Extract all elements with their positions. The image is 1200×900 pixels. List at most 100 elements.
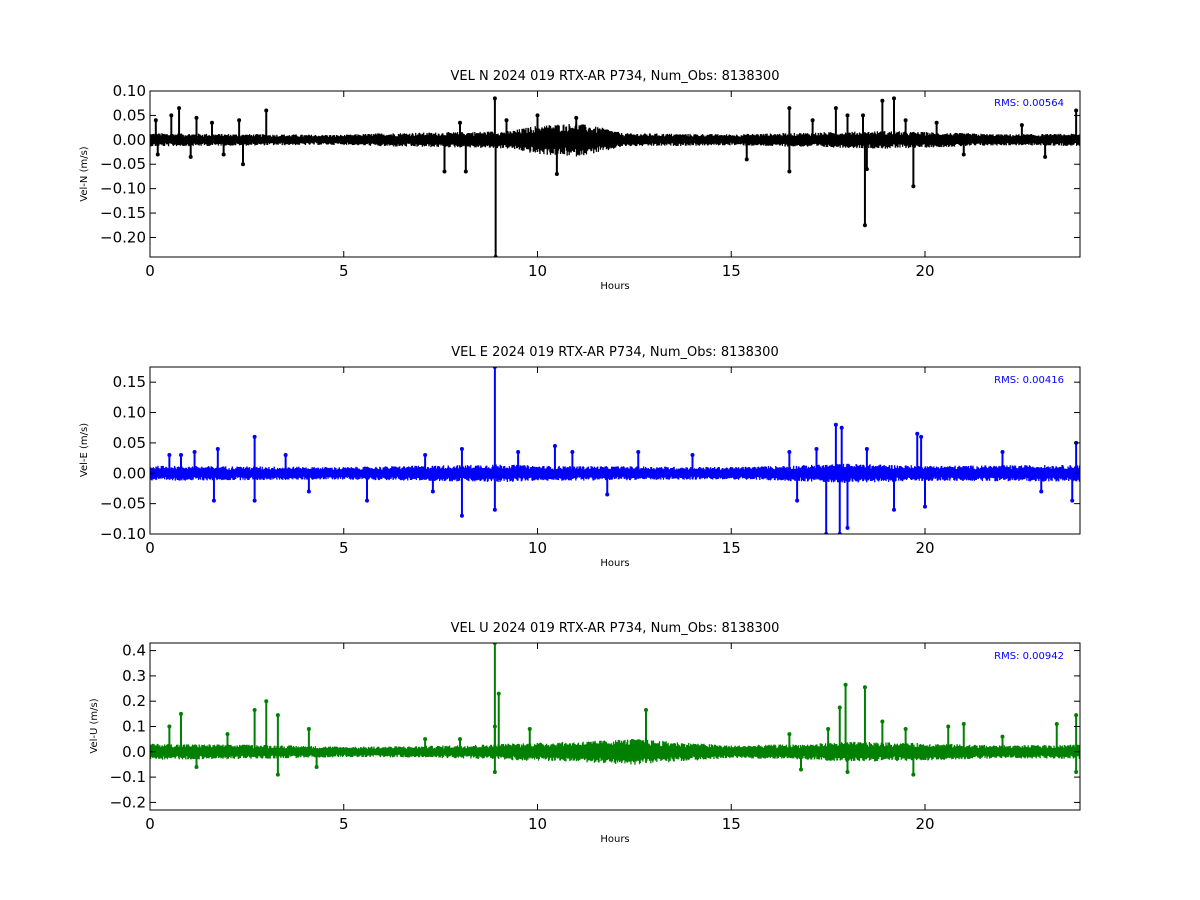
series-spike-point bbox=[169, 113, 174, 118]
series-spike-point bbox=[535, 113, 540, 118]
rms-label: RMS: 0.00942 bbox=[994, 651, 1064, 662]
series-spike-point bbox=[911, 184, 916, 189]
series-spike-point bbox=[177, 106, 182, 111]
vel-u-panel: VEL U 2024 019 RTX-AR P734, Num_Obs: 813… bbox=[89, 621, 1081, 845]
series-spike-point bbox=[1043, 154, 1048, 159]
y-tick-label: 0.1 bbox=[122, 718, 146, 736]
series-spike-point bbox=[275, 772, 280, 777]
series-spike-point bbox=[799, 767, 803, 772]
y-axis-label: Vel-E (m/s) bbox=[79, 423, 90, 477]
series-spike-point bbox=[833, 422, 838, 427]
series-spike-point bbox=[492, 507, 497, 512]
series-spike-point bbox=[463, 169, 468, 174]
y-tick-label: −0.1 bbox=[110, 768, 146, 786]
y-tick-label: −0.10 bbox=[100, 525, 146, 543]
series-spike-point bbox=[845, 113, 850, 118]
x-axis-label: Hours bbox=[600, 281, 629, 292]
y-tick-label: 0.10 bbox=[113, 404, 146, 422]
plot-area bbox=[150, 367, 1080, 534]
tick-layer: 0 5 10 15 20 0.4 0.3 0.2 0.1 0.0 −0.1 −0.2 bbox=[110, 642, 1080, 833]
series-spike-point bbox=[892, 507, 896, 512]
y-tick-label: 0.05 bbox=[113, 434, 146, 452]
series-spike-point bbox=[252, 708, 257, 713]
series-spike-point bbox=[225, 732, 230, 737]
series-spike-point bbox=[795, 498, 800, 503]
series-spike-point bbox=[923, 504, 927, 509]
x-tick-label: 10 bbox=[528, 539, 547, 557]
series-spike-point bbox=[826, 727, 831, 732]
x-tick-label: 10 bbox=[528, 262, 547, 280]
series-spike-point bbox=[492, 770, 497, 775]
series-spike-point bbox=[862, 685, 867, 690]
series-spike-point bbox=[1000, 450, 1005, 455]
x-tick-label: 0 bbox=[145, 539, 155, 557]
series-noise-band bbox=[150, 739, 1080, 765]
series-spike-point bbox=[516, 450, 521, 455]
series-spike-point bbox=[843, 682, 848, 687]
series-spike-point bbox=[1074, 713, 1079, 718]
x-tick-label: 20 bbox=[915, 539, 934, 557]
x-tick-label: 15 bbox=[722, 539, 741, 557]
series-spike-point bbox=[554, 172, 559, 176]
series-spike-point bbox=[430, 489, 435, 494]
y-tick-label: 0.0 bbox=[122, 743, 146, 761]
series-spike-point bbox=[864, 446, 869, 451]
series-spike-point bbox=[155, 152, 160, 157]
x-tick-label: 0 bbox=[145, 815, 155, 833]
series-spike-point bbox=[787, 106, 792, 111]
series-noise-band bbox=[150, 123, 1080, 157]
series-spike-point bbox=[459, 513, 464, 518]
series-spike-point bbox=[211, 498, 216, 503]
x-tick-label: 15 bbox=[722, 815, 741, 833]
series-spike-point bbox=[833, 106, 838, 111]
axes-frame bbox=[149, 90, 1081, 258]
x-axis-label: Hours bbox=[600, 834, 629, 845]
rms-label: RMS: 0.00564 bbox=[994, 98, 1064, 109]
series-spike-point bbox=[167, 724, 172, 729]
x-tick-label: 0 bbox=[145, 262, 155, 280]
series-spike-point bbox=[504, 118, 509, 123]
series-spike-point bbox=[241, 162, 245, 167]
vel-e-panel: VEL E 2024 019 RTX-AR P734, Num_Obs: 813… bbox=[79, 345, 1081, 569]
series-spike-point bbox=[845, 525, 850, 530]
series-spike-point bbox=[862, 223, 867, 228]
plot-area bbox=[150, 643, 1080, 777]
series-spike-point bbox=[644, 708, 648, 713]
series-spike-point bbox=[423, 737, 428, 742]
x-tick-label: 15 bbox=[722, 262, 741, 280]
series-spike-point bbox=[423, 453, 428, 458]
chart-title: VEL U 2024 019 RTX-AR P734, Num_Obs: 813… bbox=[451, 621, 780, 636]
series-spike-point bbox=[194, 764, 199, 769]
vel-n-panel: VEL N 2024 019 RTX-AR P734, Num_Obs: 813… bbox=[79, 69, 1081, 292]
x-tick-label: 20 bbox=[915, 262, 934, 280]
series-spike-point bbox=[861, 113, 865, 118]
y-tick-label: 0.15 bbox=[113, 373, 146, 391]
series-spike-point bbox=[1074, 770, 1079, 775]
y-tick-label: −0.2 bbox=[110, 793, 146, 811]
series-spike-point bbox=[552, 443, 557, 448]
series-spike-point bbox=[787, 450, 792, 455]
series-spike-point bbox=[880, 98, 885, 103]
series-spike-point bbox=[911, 772, 916, 777]
axes-frame bbox=[149, 642, 1081, 811]
x-tick-label: 10 bbox=[528, 815, 547, 833]
series-spike-point bbox=[810, 118, 815, 123]
series-spike-point bbox=[915, 431, 920, 436]
series-spike-point bbox=[264, 108, 269, 113]
series-spike-point bbox=[1070, 498, 1075, 503]
rms-label: RMS: 0.00416 bbox=[994, 375, 1064, 386]
series-spike-point bbox=[636, 450, 641, 455]
series-spike-point bbox=[605, 492, 610, 497]
series-spike-point bbox=[845, 770, 850, 775]
series-spike-point bbox=[314, 764, 319, 769]
series-spike-point bbox=[458, 120, 462, 125]
tick-layer: 0 5 10 15 20 0.15 0.10 0.05 0.00 −0.05 −0.10 bbox=[100, 367, 1080, 557]
series-spike-point bbox=[252, 498, 257, 503]
series-spike-point bbox=[252, 434, 257, 439]
series-spike-point bbox=[459, 446, 464, 451]
series-spike-point bbox=[179, 453, 183, 458]
y-tick-label: −0.15 bbox=[100, 204, 146, 222]
y-tick-label: −0.05 bbox=[100, 155, 146, 173]
series-spike-point bbox=[527, 727, 532, 732]
y-tick-label: 0.10 bbox=[113, 82, 146, 100]
